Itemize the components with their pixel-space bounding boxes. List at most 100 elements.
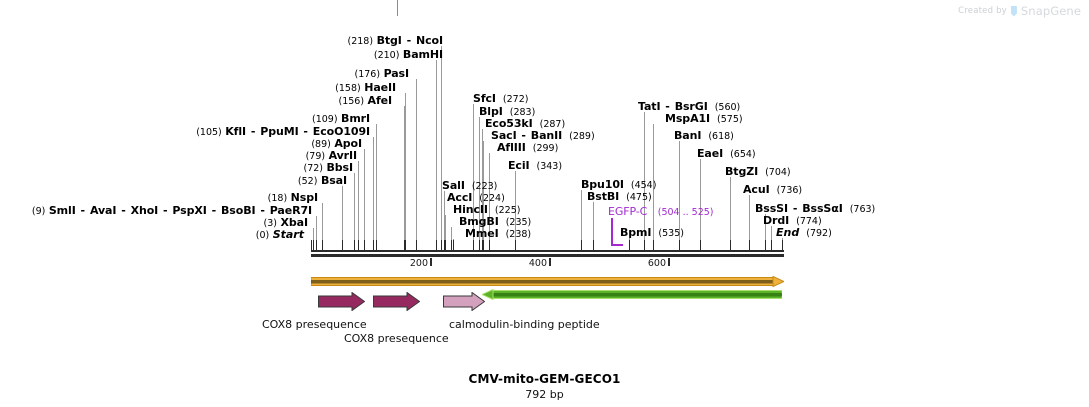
enzyme-label-mmei[interactable]: MmeI (238) [465,228,531,241]
enzyme-label-smli-avai-xhoi-pspxi-bsobi-paer7i[interactable]: (9) SmlI - AvaI - XhoI - PspXI - BsoBI -… [0,205,312,218]
enzyme-label-afliii[interactable]: AflIII (299) [497,142,558,155]
enzyme-position: (283) [509,107,536,118]
restriction-site-tick[interactable] [453,240,454,250]
enzyme-label-eaei[interactable]: EaeI (654) [697,148,756,161]
enzyme-name: BstBI [587,190,620,203]
enzyme-label-btgi-ncoi[interactable]: (218) BtgI - NcoI [0,34,444,48]
leader-line [593,202,594,240]
restriction-site-tick[interactable] [376,240,377,250]
range-arrow-gem-geco-range[interactable] [480,285,783,301]
restriction-site-tick[interactable] [700,240,701,250]
restriction-site-tick[interactable] [358,240,359,250]
enzyme-label-start[interactable]: (0) Start [0,229,304,242]
enzyme-label-bpu10i[interactable]: Bpu10I (454) [581,179,656,192]
restriction-site-tick[interactable] [405,240,406,250]
restriction-site-tick[interactable] [441,240,442,250]
restriction-site-tick[interactable] [782,240,783,250]
enzyme-label-btgzi[interactable]: BtgZI (704) [725,166,791,179]
restriction-site-tick[interactable] [679,240,680,250]
restriction-site-tick[interactable] [482,240,483,250]
restriction-site-tick[interactable] [515,240,516,250]
enzyme-label-kfli-ppumi-ecoo109i[interactable]: (105) KflI - PpuMI - EcoO109I [0,126,370,139]
enzyme-label-nspi[interactable]: (18) NspI [0,192,318,205]
restriction-site-tick[interactable] [451,240,452,250]
restriction-site-tick[interactable] [581,240,582,250]
enzyme-label-sfci[interactable]: SfcI (272) [473,93,528,106]
enzyme-label-bbsi[interactable]: (72) BbsI [0,162,353,175]
restriction-site-tick[interactable] [730,240,731,250]
restriction-site-tick[interactable] [483,240,484,250]
restriction-site-tick[interactable] [749,240,750,250]
enzyme-label-apoi[interactable]: (89) ApoI [0,138,362,151]
enzyme-separator: - [517,129,530,142]
enzyme-label-blpi[interactable]: BlpI (283) [479,106,535,119]
enzyme-label-avrii[interactable]: (79) AvrII [0,150,358,163]
range-arrow-cmv-promoter-range[interactable] [310,272,786,288]
enzyme-label-xbai[interactable]: (3) XbaI [0,216,309,230]
leader-line [653,124,654,240]
enzyme-label-drdi[interactable]: DrdI (774) [763,215,822,228]
restriction-site-tick[interactable] [445,240,446,250]
restriction-site-tick[interactable] [364,240,365,250]
enzyme-label-hincii[interactable]: HincII (225) [453,204,520,217]
enzyme-label-pasi[interactable]: (176) PasI [0,68,410,81]
enzyme-label-mspa1i[interactable]: MspA1I (575) [665,113,743,126]
enzyme-label-haeii[interactable]: (158) HaeII [0,82,396,95]
enzyme-label-afei[interactable]: (156) AfeI [0,94,393,108]
restriction-site-tick[interactable] [416,240,417,250]
restriction-site-tick[interactable] [444,240,445,250]
enzyme-name: AfeI [367,94,393,107]
enzyme-label-bani[interactable]: BanI (618) [674,130,734,143]
restriction-site-tick[interactable] [771,240,772,250]
restriction-site-tick[interactable] [311,240,312,250]
enzyme-label-bpmi[interactable]: BpmI (535) [620,227,684,240]
restriction-site-tick[interactable] [489,240,490,250]
enzyme-position: (654) [730,149,756,160]
restriction-site-tick[interactable] [629,240,630,250]
sequence-backbone-top [311,250,784,252]
restriction-site-tick[interactable] [479,240,480,250]
enzyme-separator: - [247,125,260,138]
enzyme-label-tati-bsrgi[interactable]: TatI - BsrGI (560) [638,101,740,114]
cds-arrow-cbp[interactable] [443,292,485,311]
restriction-site-tick[interactable] [342,240,343,250]
restriction-site-tick[interactable] [644,240,645,250]
enzyme-label-acui[interactable]: AcuI (736) [743,184,802,197]
restriction-site-tick[interactable] [316,240,317,250]
enzyme-name: AflIII [497,141,526,154]
restriction-site-tick[interactable] [354,240,355,250]
restriction-site-tick[interactable] [473,240,474,250]
enzyme-label-bstbi[interactable]: BstBI (475) [587,191,652,204]
enzyme-label-bmri[interactable]: (109) BmrI [0,113,370,126]
leader-line [404,106,405,240]
enzyme-name: XbaI [280,216,309,229]
enzyme-label-ecii[interactable]: EciI (343) [508,160,562,173]
cds-arrow-cox8-1[interactable] [318,292,365,311]
enzyme-name: BtgI [376,34,402,47]
leader-line [376,124,377,240]
restriction-site-tick[interactable] [436,240,437,250]
enzyme-label-end[interactable]: End (792) [776,227,832,240]
enzyme-label-acci[interactable]: AccI (224) [447,192,505,205]
enzyme-label-bsssi-bsssqi[interactable]: BssSI - BssSαI (763) [755,203,875,216]
restriction-site-tick[interactable] [653,240,654,250]
enzyme-label-sali[interactable]: SalI (223) [442,180,497,193]
cds-arrow-cox8-2[interactable] [373,292,420,311]
enzyme-label-bsai[interactable]: (52) BsaI [0,175,347,188]
enzyme-position: (223) [471,181,498,192]
restriction-site-tick[interactable] [373,240,374,250]
restriction-site-tick[interactable] [404,240,405,250]
enzyme-label-saci-banii[interactable]: SacI - BanII (289) [491,130,595,143]
feature-label-egfp-c[interactable]: EGFP-C (504 .. 525) [608,206,714,219]
enzyme-position: (18) [267,193,288,204]
restriction-site-tick[interactable] [313,240,314,250]
enzyme-name: NspI [290,191,318,204]
cds-caption-cox8-2: COX8 presequence [344,332,449,345]
watermark-created-by: Created by [958,6,1007,16]
enzyme-label-bamhi[interactable]: (210) BamHI [0,49,443,62]
enzyme-label-eco53ki[interactable]: Eco53kI (287) [485,118,565,131]
enzyme-label-bmgbi[interactable]: BmgBI (235) [459,216,531,229]
restriction-site-tick[interactable] [322,240,323,250]
restriction-site-tick[interactable] [765,240,766,250]
restriction-site-tick[interactable] [593,240,594,250]
